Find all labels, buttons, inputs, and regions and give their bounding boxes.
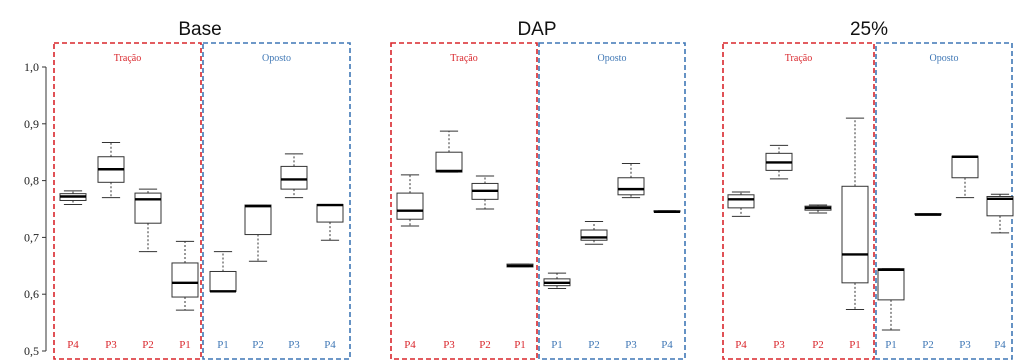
box-iqr (396, 192, 424, 220)
box-iqr (435, 151, 463, 173)
region-box-oposto (875, 42, 1013, 360)
category-label: P3 (625, 339, 637, 351)
box-iqr (280, 165, 308, 190)
box-iqr (617, 177, 645, 196)
region-label: Oposto (598, 53, 627, 64)
region-label: Tração (450, 53, 477, 64)
region-box-oposto (202, 42, 351, 360)
y-tick-label: 0,6 (24, 287, 39, 301)
y-tick-label: 0,8 (24, 174, 39, 188)
box-iqr (986, 196, 1014, 217)
category-label: P1 (885, 339, 897, 351)
region-box-oposto (538, 42, 686, 360)
category-label: P3 (443, 339, 455, 351)
box-iqr (134, 192, 162, 224)
category-label: P1 (849, 339, 861, 351)
region-label: Tração (114, 53, 141, 64)
category-label: P4 (735, 339, 747, 351)
box-iqr (171, 262, 199, 298)
category-label: P3 (773, 339, 785, 351)
category-label: P3 (288, 339, 300, 351)
category-label: P3 (959, 339, 971, 351)
category-label: P1 (179, 339, 191, 351)
category-label: P2 (922, 339, 934, 351)
panel-title: 25% (850, 19, 888, 40)
category-label: P1 (217, 339, 229, 351)
box-iqr (841, 185, 869, 284)
box-iqr (877, 268, 905, 301)
category-label: P2 (142, 339, 154, 351)
category-label: P4 (324, 339, 336, 351)
box-iqr (951, 155, 979, 179)
category-label: P2 (812, 339, 824, 351)
region-label: Oposto (930, 53, 959, 64)
region-box-tracao (390, 42, 538, 360)
category-label: P4 (67, 339, 79, 351)
category-label: P4 (404, 339, 416, 351)
y-tick-label: 0,7 (24, 230, 39, 244)
y-tick-label: 1,0 (24, 60, 39, 74)
category-label: P2 (588, 339, 600, 351)
category-label: P2 (479, 339, 491, 351)
region-box-tracao (722, 42, 875, 360)
box-iqr (209, 270, 237, 292)
category-label: P4 (661, 339, 673, 351)
y-tick-label: 0,9 (24, 117, 39, 131)
category-label: P3 (105, 339, 117, 351)
region-label: Oposto (262, 53, 291, 64)
panel-title: Base (178, 19, 221, 40)
category-label: P1 (514, 339, 526, 351)
box-iqr (580, 229, 608, 241)
category-label: P4 (994, 339, 1006, 351)
category-label: P1 (551, 339, 563, 351)
region-box-tracao (53, 42, 202, 360)
region-label: Tração (785, 53, 812, 64)
panel-title: DAP (517, 19, 556, 40)
box-iqr (316, 203, 344, 223)
box-iqr (727, 194, 755, 209)
y-tick-label: 0,5 (24, 344, 39, 358)
category-label: P2 (252, 339, 264, 351)
box-iqr (244, 204, 272, 236)
